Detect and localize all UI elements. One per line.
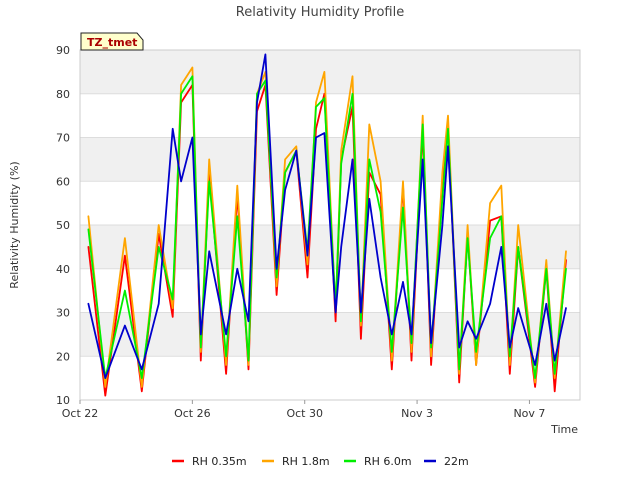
x-axis-label: Time — [550, 423, 578, 436]
legend-label-rh-6-0m: RH 6.0m — [364, 455, 412, 468]
y-tick-30: 30 — [56, 307, 70, 320]
y-tick-70: 70 — [56, 132, 70, 145]
y-tick-80: 80 — [56, 88, 70, 101]
x-tick-nov-7: Nov 7 — [513, 407, 545, 420]
y-axis-label: Relativity Humidity (%) — [8, 161, 21, 288]
x-tick-oct-30: Oct 30 — [286, 407, 323, 420]
y-tick-labels: 10 20 30 40 50 60 70 80 90 — [56, 44, 70, 407]
y-tick-90: 90 — [56, 44, 70, 57]
series-line-22m — [87, 53, 567, 380]
y-tick-20: 20 — [56, 350, 70, 363]
legend: RH 0.35m RH 1.8m RH 6.0m 22m — [172, 455, 469, 468]
legend-label-rh-0-35m: RH 0.35m — [192, 455, 247, 468]
legend-label-rh-1-8m: RH 1.8m — [282, 455, 330, 468]
x-tick-labels: Oct 22 Oct 26 Oct 30 Nov 3 Nov 7 — [62, 400, 545, 420]
badge-label: TZ_tmet — [87, 36, 137, 49]
y-tick-50: 50 — [56, 219, 70, 232]
series-line-rh-6-0m — [87, 75, 567, 380]
y-tick-60: 60 — [56, 175, 70, 188]
x-tick-oct-22: Oct 22 — [62, 407, 99, 420]
background-bands — [80, 50, 580, 357]
x-tick-nov-3: Nov 3 — [401, 407, 433, 420]
series-lines — [87, 53, 567, 397]
chart-title: Relativity Humidity Profile — [236, 5, 404, 20]
band-20-30 — [80, 312, 580, 357]
x-tick-oct-26: Oct 26 — [174, 407, 211, 420]
y-tick-40: 40 — [56, 263, 70, 276]
band-80-90 — [80, 50, 580, 94]
badge-shape — [80, 32, 144, 51]
plot-frame — [79, 49, 581, 401]
station-badge: TZ_tmet — [80, 32, 144, 51]
y-tick-10: 10 — [56, 394, 70, 407]
legend-label-22m: 22m — [444, 455, 469, 468]
